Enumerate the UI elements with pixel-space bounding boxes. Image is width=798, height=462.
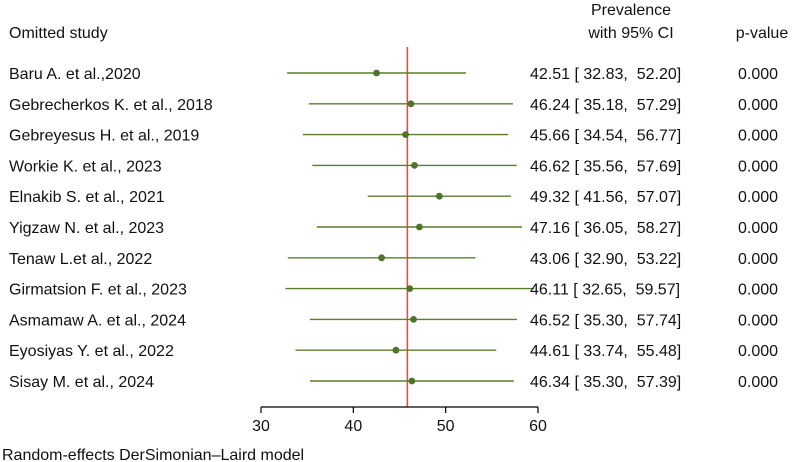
study-row: Girmatsion F. et al., 2023 46.11 [ 32.65,… [9,282,778,299]
footer-model-note: Random-effects DerSimonian–Laird model [2,447,304,462]
study-label: Gebrecherkos K. et al., 2018 [9,97,213,114]
header-prevalence: Prevalence [591,2,671,19]
study-row: Gebreyesus H. et al., 2019 45.66 [ 34.54,… [9,128,778,145]
p-value-text: 0.000 [738,189,778,206]
study-row: Eyosiyas Y. et al., 2022 44.61 [ 33.74, 5… [9,343,778,360]
header-omitted-study: Omitted study [9,25,108,42]
p-value-text: 0.000 [738,374,778,391]
study-label: Baru A. et al.,2020 [9,66,141,83]
header-with-95-ci: with 95% CI [587,25,673,42]
p-value-text: 0.000 [738,158,778,175]
header-p-value: p-value [736,25,789,42]
study-row: Workie K. et al., 2023 46.62 [ 35.56, 57.… [9,158,778,175]
p-value-text: 0.000 [738,97,778,114]
prevalence-ci-text: 46.52 [ 35.30, 57.74] [530,312,681,329]
point-estimate [392,346,400,354]
study-label: Eyosiyas Y. et al., 2022 [9,343,174,360]
prevalence-ci-text: 45.66 [ 34.54, 56.77] [530,128,681,145]
point-estimate [402,131,409,139]
x-tick-label: 30 [252,418,270,435]
study-row: Baru A. et al.,2020 42.51 [ 32.83, 52.20]… [9,66,778,83]
x-tick-label: 60 [529,418,547,435]
study-label: Workie K. et al., 2023 [9,158,162,175]
point-estimate [435,192,443,200]
study-label: Asmamaw A. et al., 2024 [9,312,186,329]
p-value-text: 0.000 [738,312,778,329]
x-tick-label: 50 [437,418,455,435]
p-value-text: 0.000 [738,66,778,83]
p-value-text: 0.000 [738,128,778,145]
study-label: Sisay M. et al., 2024 [9,374,154,391]
study-row: Gebrecherkos K. et al., 2018 46.24 [ 35.1… [9,97,778,114]
study-label: Yigzaw N. et al., 2023 [9,220,164,237]
prevalence-ci-text: 43.06 [ 32.90, 53.22] [530,251,681,268]
prevalence-ci-text: 44.61 [ 33.74, 55.48] [530,343,681,360]
point-estimate [410,316,417,323]
study-label: Elnakib S. et al., 2021 [9,189,165,206]
study-label: Gebreyesus H. et al., 2019 [9,128,199,145]
x-axis: 30 40 50 60 [252,406,547,435]
point-estimate [378,254,385,262]
p-value-text: 0.000 [738,343,778,360]
study-label: Tenaw L.et al., 2022 [9,251,152,268]
study-row: Tenaw L.et al., 2022 43.06 [ 32.90, 53.22… [9,251,778,268]
prevalence-ci-text: 46.11 [ 32.65, 59.57] [530,282,680,299]
p-value-text: 0.000 [738,282,778,299]
point-estimate [407,100,415,108]
point-estimate [416,223,423,231]
study-row: Asmamaw A. et al., 2024 46.52 [ 35.30, 57… [9,312,778,329]
study-row: Sisay M. et al., 2024 46.34 [ 35.30, 57.3… [9,374,778,391]
prevalence-ci-text: 49.32 [ 41.56, 57.07] [530,189,681,206]
prevalence-ci-text: 46.34 [ 35.30, 57.39] [530,374,681,391]
point-estimate [373,69,380,77]
study-row: Elnakib S. et al., 2021 49.32 [ 41.56, 57… [9,189,778,206]
study-label: Girmatsion F. et al., 2023 [9,282,187,299]
point-estimate [408,377,416,385]
p-value-text: 0.000 [738,220,778,237]
p-value-text: 0.000 [738,251,778,268]
point-estimate [406,285,414,292]
prevalence-ci-text: 47.16 [ 36.05, 58.27] [530,220,681,237]
prevalence-ci-text: 46.62 [ 35.56, 57.69] [530,158,681,175]
study-row: Yigzaw N. et al., 2023 47.16 [ 36.05, 58.… [9,220,778,237]
prevalence-ci-text: 46.24 [ 35.18, 57.29] [530,97,681,114]
rows-layer: Baru A. et al.,2020 42.51 [ 32.83, 52.20]… [9,47,778,407]
x-tick-label: 40 [344,418,362,435]
prevalence-ci-text: 42.51 [ 32.83, 52.20] [530,66,681,83]
point-estimate [411,162,418,169]
